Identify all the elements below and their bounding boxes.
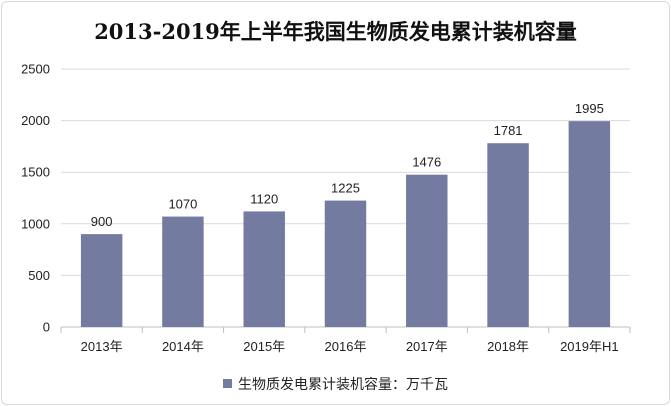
y-axis-ticks: 0 500 1000 1500 2000 2500 (21, 62, 50, 335)
data-label: 1781 (494, 123, 523, 138)
data-label: 1120 (250, 191, 278, 206)
chart-title: 2013-2019年上半年我国生物质发电累计装机容量 (94, 19, 577, 44)
x-axis-ticks: 2013年 2014年 2015年 2016年 2017年 2018年 2019年H1 (60, 327, 631, 354)
bar (487, 143, 529, 327)
bar (80, 234, 123, 327)
data-label: 1995 (575, 101, 604, 116)
bar (162, 216, 204, 327)
data-label: 1070 (168, 197, 197, 212)
bar (568, 121, 611, 327)
y-tick-label: 0 (43, 320, 50, 335)
bar (324, 200, 367, 327)
y-tick-label: 2500 (21, 62, 50, 77)
x-tick-label: 2019年H1 (560, 339, 619, 354)
bar (243, 211, 285, 327)
data-labels: 900 1070 1120 1225 1476 1781 1995 (91, 101, 604, 229)
y-tick-label: 500 (28, 268, 50, 283)
x-tick-label: 2014年 (162, 339, 204, 354)
x-tick-label: 2015年 (243, 339, 285, 354)
data-label: 900 (91, 214, 113, 229)
x-tick-label: 2016年 (325, 339, 367, 354)
bar (406, 174, 448, 327)
y-tick-label: 2000 (21, 113, 50, 128)
bars (80, 121, 611, 327)
y-tick-label: 1000 (21, 216, 50, 231)
data-label: 1476 (412, 155, 441, 170)
legend: 生物质发电累计装机容量：万千瓦 (2, 374, 669, 394)
legend-label: 生物质发电累计装机容量：万千瓦 (238, 377, 448, 393)
x-tick-label: 2018年 (487, 339, 529, 354)
legend-swatch (223, 379, 232, 388)
x-tick-label: 2017年 (406, 339, 448, 354)
x-tick-label: 2013年 (81, 339, 123, 354)
data-label: 1225 (331, 181, 360, 196)
y-tick-label: 1500 (21, 165, 50, 180)
